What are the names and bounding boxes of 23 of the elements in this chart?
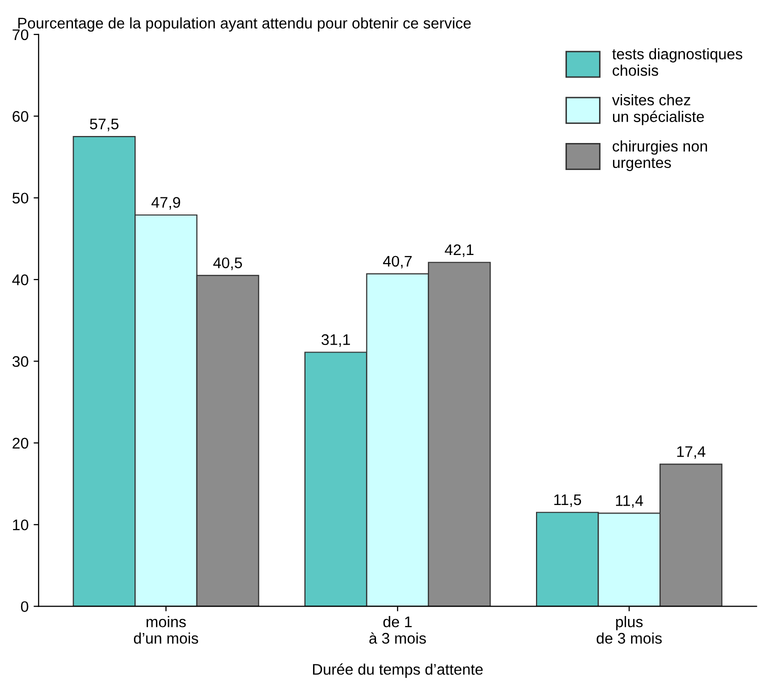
y-tick-label: 40 — [12, 274, 28, 286]
data-label: 42,1 — [444, 244, 474, 257]
legend-label: tests diagnostiques choisis — [612, 48, 742, 76]
y-tick-label: 20 — [12, 438, 28, 449]
legend-label: chirurgies non urgentes — [612, 140, 707, 172]
x-tick-label: de 1 à 3 mois — [369, 616, 426, 644]
y-tick-label: 60 — [12, 111, 28, 122]
data-label: 31,1 — [322, 334, 350, 347]
data-label: 11,4 — [616, 495, 644, 508]
x-tick-label: moins d’un mois — [134, 616, 198, 644]
legend-label: visites chez un spécialiste — [612, 94, 704, 126]
data-label: 47,9 — [151, 196, 180, 210]
y-tick-label: 50 — [12, 192, 28, 204]
x-tick-label: plus de 3 mois — [596, 616, 662, 644]
y-tick-label: 10 — [13, 519, 28, 530]
data-label: 40,7 — [383, 256, 412, 268]
data-label: 11,5 — [554, 494, 582, 507]
data-label: 57,5 — [90, 118, 118, 132]
y-tick-label: 30 — [12, 356, 28, 367]
x-axis-title: Durée du temps d’attente — [313, 663, 483, 678]
data-label: 17,4 — [677, 446, 706, 459]
data-label: 40,5 — [213, 257, 242, 270]
y-tick-label: 0 — [20, 601, 28, 612]
